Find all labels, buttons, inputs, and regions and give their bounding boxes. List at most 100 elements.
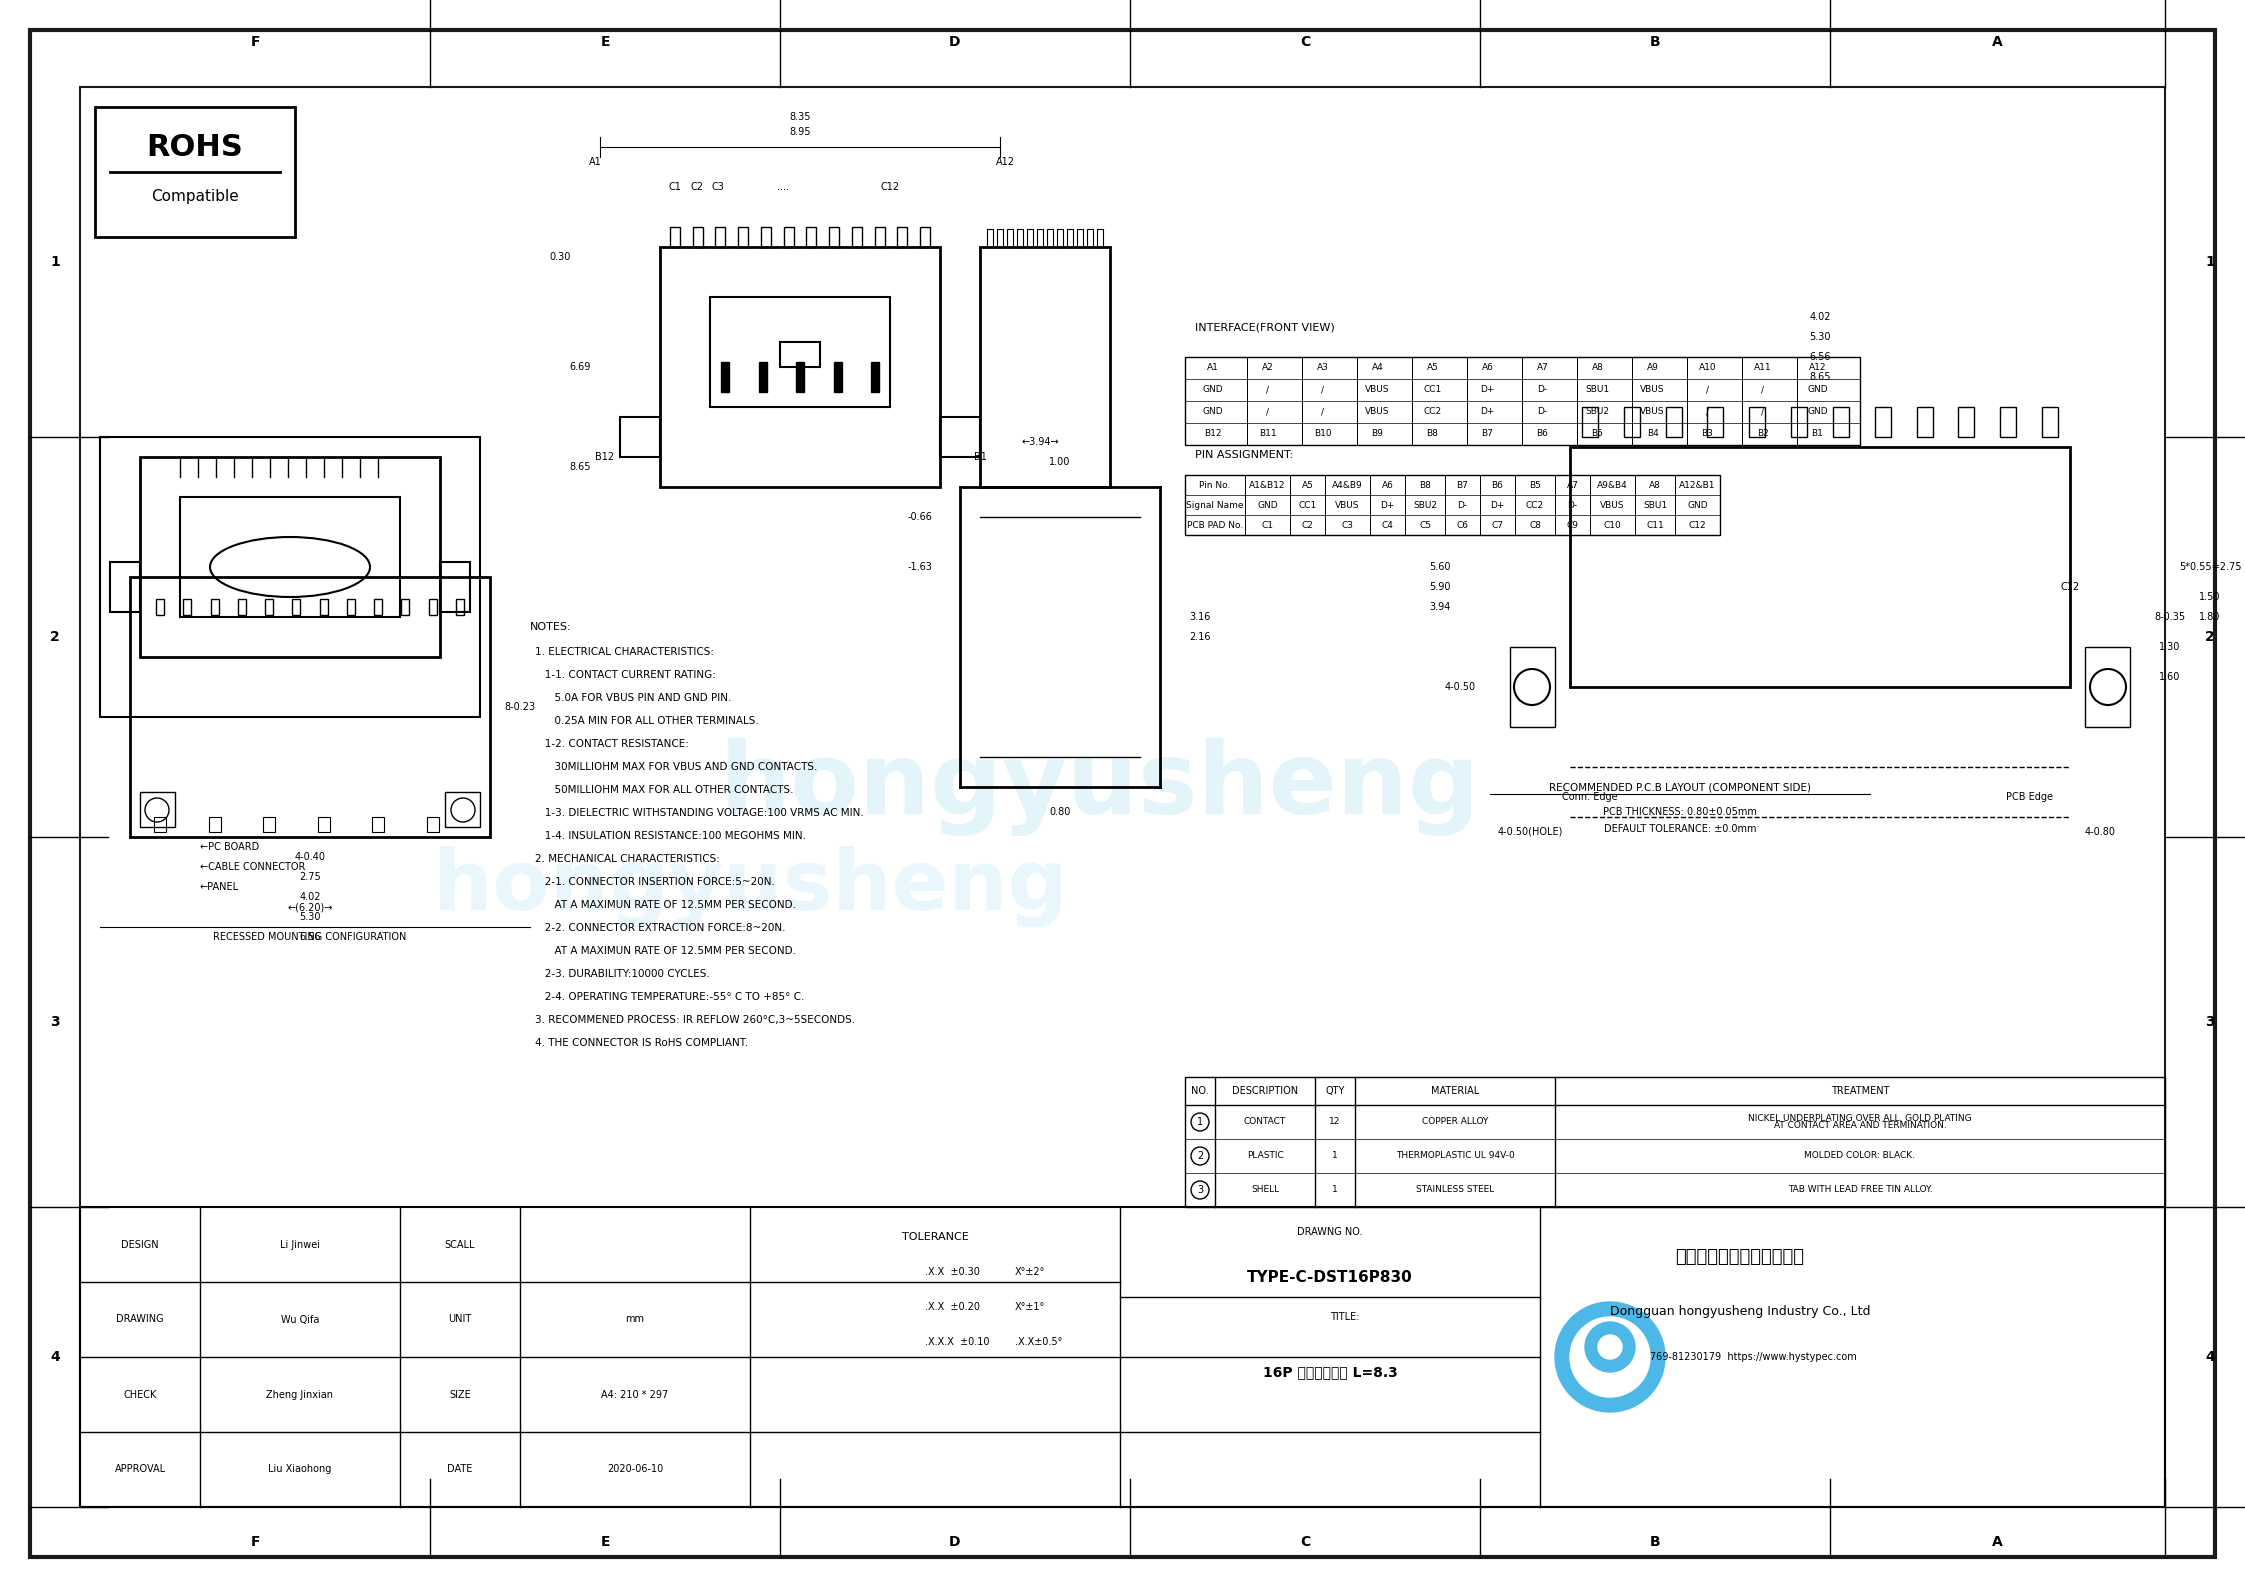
Text: PCB Edge: PCB Edge (2007, 792, 2054, 801)
Text: 4-0.80: 4-0.80 (2086, 827, 2115, 836)
Bar (871, 362, 880, 392)
Bar (761, 227, 770, 248)
Text: A7: A7 (1536, 363, 1549, 373)
Text: 1: 1 (49, 256, 61, 270)
Bar (669, 227, 680, 248)
Text: A4: 210 * 297: A4: 210 * 297 (602, 1390, 669, 1400)
Bar (1037, 229, 1044, 248)
Bar (739, 227, 748, 248)
Circle shape (1598, 1335, 1621, 1358)
Bar (833, 362, 842, 392)
Text: GND: GND (1257, 500, 1277, 509)
Text: 1.60: 1.60 (2160, 671, 2180, 682)
Text: NICKEL UNDERPLATING OVER ALL, GOLD PLATING: NICKEL UNDERPLATING OVER ALL, GOLD PLATI… (1749, 1114, 1971, 1122)
Text: INTERFACE(FRONT VIEW): INTERFACE(FRONT VIEW) (1194, 322, 1336, 332)
Text: 3. RECOMMENED PROCESS: IR REFLOW 260°C,3~5SECONDS.: 3. RECOMMENED PROCESS: IR REFLOW 260°C,3… (534, 1016, 855, 1025)
Bar (620, 417, 660, 457)
Bar (806, 227, 817, 248)
Text: C5: C5 (1419, 521, 1430, 530)
Text: 5.30: 5.30 (299, 913, 321, 922)
Bar (456, 598, 465, 616)
Circle shape (1569, 1317, 1650, 1397)
Text: ←(6.20)→: ←(6.20)→ (287, 901, 332, 913)
Bar (1749, 406, 1765, 436)
Bar (898, 227, 907, 248)
Text: B1: B1 (974, 452, 986, 462)
Circle shape (1556, 1301, 1666, 1412)
Text: /: / (1706, 386, 1708, 395)
Text: A9: A9 (1646, 363, 1659, 373)
Bar (130, 578, 489, 836)
Text: ←CABLE CONNECTOR: ←CABLE CONNECTOR (200, 862, 305, 871)
Text: /: / (1320, 386, 1325, 395)
Text: 4-0.50: 4-0.50 (1444, 682, 1475, 692)
Text: DESIGN: DESIGN (121, 1239, 159, 1249)
Bar (375, 598, 382, 616)
Bar (139, 792, 175, 827)
Bar (1066, 229, 1073, 248)
Text: TAB WITH LEAD FREE TIN ALLOY.: TAB WITH LEAD FREE TIN ALLOY. (1787, 1185, 1933, 1195)
Text: DESCRIPTION: DESCRIPTION (1233, 1086, 1298, 1097)
Text: 4-0.40: 4-0.40 (294, 852, 326, 862)
Text: B4: B4 (1646, 430, 1659, 438)
Bar (238, 598, 245, 616)
Bar (209, 817, 220, 832)
Text: B5: B5 (1529, 481, 1540, 489)
Bar (988, 229, 992, 248)
Bar (429, 598, 438, 616)
Bar (920, 227, 929, 248)
Bar (2000, 406, 2016, 436)
Text: ROHS: ROHS (146, 132, 242, 162)
Text: 2: 2 (1197, 1151, 1203, 1162)
Bar (445, 792, 480, 827)
Text: RECOMMENDED P.C.B LAYOUT (COMPONENT SIDE): RECOMMENDED P.C.B LAYOUT (COMPONENT SIDE… (1549, 782, 1812, 792)
Text: D: D (950, 1535, 961, 1549)
Bar (263, 817, 276, 832)
Bar (1046, 229, 1053, 248)
Text: 3.16: 3.16 (1190, 613, 1210, 622)
Text: 2-2. CONNECTOR EXTRACTION FORCE:8~20N.: 2-2. CONNECTOR EXTRACTION FORCE:8~20N. (534, 924, 786, 933)
Bar (784, 227, 795, 248)
Text: A12: A12 (995, 157, 1015, 167)
Text: CC1: CC1 (1298, 500, 1316, 509)
Text: 1.30: 1.30 (2160, 643, 2180, 652)
Text: PIN ASSIGNMENT:: PIN ASSIGNMENT: (1194, 451, 1293, 460)
Text: NO.: NO. (1192, 1086, 1208, 1097)
Text: /: / (1760, 408, 1765, 416)
Text: PLASTIC: PLASTIC (1246, 1152, 1284, 1160)
Text: ←PANEL: ←PANEL (200, 882, 240, 892)
Text: PCB THICKNESS: 0.80±0.05mm: PCB THICKNESS: 0.80±0.05mm (1603, 808, 1758, 817)
Bar (2086, 647, 2131, 727)
Text: 1: 1 (1331, 1152, 1338, 1160)
Text: 1: 1 (2205, 256, 2216, 270)
Text: 1.80: 1.80 (2200, 613, 2220, 622)
Text: C2: C2 (689, 183, 703, 192)
Text: NOTES:: NOTES: (530, 622, 572, 632)
Bar (1666, 406, 1682, 436)
Text: GND: GND (1201, 386, 1224, 395)
Text: TYPE-C-DST16P830: TYPE-C-DST16P830 (1248, 1270, 1412, 1284)
Text: A8: A8 (1650, 481, 1661, 489)
Text: .X.X  ±0.30: .X.X ±0.30 (925, 1266, 979, 1278)
Text: TREATMENT: TREATMENT (1830, 1086, 1890, 1097)
Text: 2: 2 (49, 630, 61, 644)
Text: Liu Xiaohong: Liu Xiaohong (269, 1465, 332, 1474)
Text: D: D (950, 35, 961, 49)
Text: A11: A11 (1753, 363, 1771, 373)
Text: B6: B6 (1536, 430, 1549, 438)
Text: /: / (1266, 408, 1268, 416)
Text: C3: C3 (1343, 521, 1354, 530)
Text: Li Jinwei: Li Jinwei (281, 1239, 321, 1249)
Text: CC2: CC2 (1423, 408, 1441, 416)
Text: VBUS: VBUS (1641, 386, 1666, 395)
Text: VBUS: VBUS (1365, 386, 1390, 395)
Text: 2-4. OPERATING TEMPERATURE:-55° C TO +85° C.: 2-4. OPERATING TEMPERATURE:-55° C TO +85… (534, 992, 804, 1001)
Text: C6: C6 (1457, 521, 1468, 530)
Text: C9: C9 (1567, 521, 1578, 530)
Text: SIZE: SIZE (449, 1390, 471, 1400)
Text: /: / (1266, 386, 1268, 395)
Bar (427, 817, 438, 832)
Text: 8.65: 8.65 (1809, 371, 1830, 382)
Text: D+: D+ (1479, 408, 1495, 416)
Text: A1: A1 (588, 157, 602, 167)
